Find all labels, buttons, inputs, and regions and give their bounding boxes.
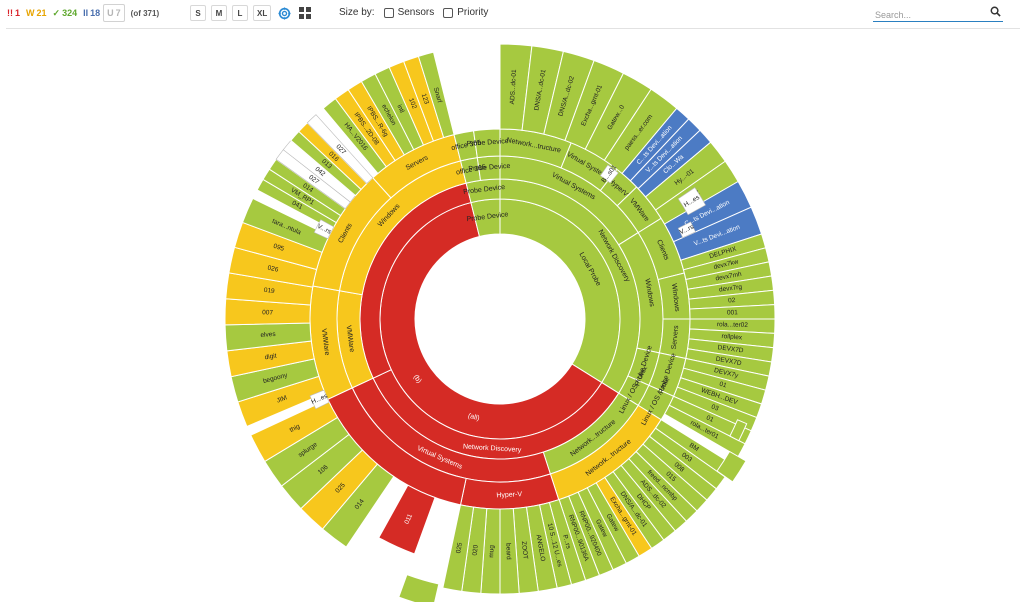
ring-label: VMWare [345, 325, 355, 353]
toolbar: !! 1 W 21 ✓ 324 II 18 U 7 (of 371) S M L… [0, 0, 1024, 28]
segment-label: BM [688, 442, 700, 453]
segment-label: 025 [455, 542, 464, 554]
ring-label: Servers [671, 325, 681, 350]
segment-label: 123 [420, 93, 430, 106]
sensors-checkbox[interactable] [383, 7, 394, 18]
sensors-checkbox-label: Sensors [397, 7, 435, 18]
unknown-status-icon: U [107, 8, 114, 18]
size-by-sensors-option[interactable]: Sensors [383, 7, 435, 18]
segment-label: 007 [262, 309, 273, 316]
size-by-priority-option[interactable]: Priority [443, 7, 488, 18]
ring-label: Windows [670, 283, 680, 313]
segment-label: thig [289, 423, 302, 434]
ring-label: VMWare [320, 328, 330, 356]
segment-label: 01 [718, 381, 727, 390]
search-box [873, 5, 1003, 22]
ring-label: Network Discovery [463, 443, 522, 454]
extra-v-rs[interactable] [677, 221, 696, 239]
segment-label: JIM [276, 394, 288, 404]
down-count: 1 [15, 8, 21, 18]
extra-h-es[interactable] [309, 389, 330, 410]
extra-011[interactable] [378, 484, 436, 555]
segment-label: ZOOT [520, 541, 529, 560]
warning-status-icon: W [26, 8, 35, 18]
segment-label: mug [488, 545, 495, 558]
ring-label: Probe Device [466, 138, 509, 148]
segment-label: 001 [727, 309, 738, 316]
ring-label: Windows [643, 278, 655, 308]
extra-v-rs[interactable] [313, 219, 335, 240]
size-s-button[interactable]: S [190, 5, 206, 21]
search-icon[interactable] [990, 6, 1001, 17]
down-status-icon: !! [7, 8, 13, 18]
sunburst-view-button[interactable] [276, 5, 292, 21]
toolbar-divider [6, 28, 1020, 29]
extra-stray[interactable] [716, 450, 747, 483]
segment-label: 020 [472, 544, 480, 556]
extra-stray[interactable] [398, 573, 440, 602]
segment-label: elves [260, 331, 276, 339]
segment-label: intl [395, 104, 405, 115]
segment-label: ADS...dc-01 [509, 69, 518, 105]
segment-label: 102 [407, 97, 418, 110]
check-icon: ✓ [52, 7, 61, 18]
segment-label: DEVX7D [717, 344, 744, 354]
ring4-probe-device[interactable] [472, 128, 501, 159]
leaf-027[interactable] [306, 114, 374, 184]
segment-label: 02 [728, 297, 736, 305]
segment-label: 011 [403, 513, 414, 526]
segment-label: devx7rg [719, 284, 743, 294]
pause-icon: II [83, 8, 89, 18]
sunburst-view-icon [277, 6, 291, 20]
extra-h-es[interactable] [677, 187, 706, 216]
extra-stray[interactable] [729, 419, 748, 442]
search-input[interactable] [873, 8, 987, 22]
leaf-rola-ter01[interactable] [663, 404, 746, 458]
leaf-snarf[interactable] [417, 51, 455, 139]
status-paused-filter[interactable]: II 18 [80, 5, 103, 21]
priority-checkbox[interactable] [443, 7, 454, 18]
up-count: 324 [62, 8, 78, 18]
segment-label: rollplex [721, 333, 743, 342]
segment-label: 041 [291, 200, 304, 212]
segment-label: 03 [710, 403, 720, 412]
segment-label: DEVX7D [715, 356, 742, 368]
leaf-025[interactable] [442, 504, 475, 592]
status-up-filter[interactable]: ✓ 324 [50, 5, 81, 21]
segment-label: digit [264, 352, 277, 361]
segment-label: P...rs [561, 534, 572, 550]
segment-label: 01 [705, 414, 715, 424]
segment-label: devx7mh [715, 271, 743, 283]
size-xl-button[interactable]: XL [253, 5, 272, 21]
segment-label: ANGELO [535, 534, 547, 562]
ring-label: (b) [412, 374, 423, 385]
status-unknown-filter[interactable]: U 7 [103, 4, 125, 22]
segment-label: 026 [267, 265, 279, 274]
segment-label: 019 [263, 287, 275, 295]
warning-count: 21 [36, 8, 47, 18]
unknown-count: 7 [115, 8, 121, 18]
priority-checkbox-label: Priority [457, 7, 489, 18]
ring-label: Hyper-V [496, 491, 522, 499]
grid-view-icon [299, 7, 311, 19]
status-filter-group: !! 1 W 21 ✓ 324 II 18 U 7 (of 371) [4, 4, 160, 22]
paused-count: 18 [90, 8, 101, 18]
segment-label: rola...ter02 [717, 321, 749, 329]
segment-label: Snarf [432, 87, 443, 104]
grid-view-button[interactable] [297, 5, 313, 21]
extra-b-s01[interactable] [599, 164, 619, 184]
segment-label: beard [504, 543, 512, 560]
status-down-filter[interactable]: !! 1 [4, 5, 23, 21]
ring-label: Probe Device [468, 163, 511, 173]
size-m-button[interactable]: M [211, 5, 227, 21]
status-warning-filter[interactable]: W 21 [23, 5, 50, 21]
size-by-control: Size by: Sensors Priority [339, 7, 488, 18]
sunburst-center[interactable] [416, 235, 584, 403]
sensor-total: (of 371) [130, 8, 160, 18]
size-l-button[interactable]: L [232, 5, 248, 21]
segment-label: 095 [272, 243, 285, 253]
size-by-label: Size by: [339, 7, 375, 18]
root-label: (all) [467, 413, 480, 423]
